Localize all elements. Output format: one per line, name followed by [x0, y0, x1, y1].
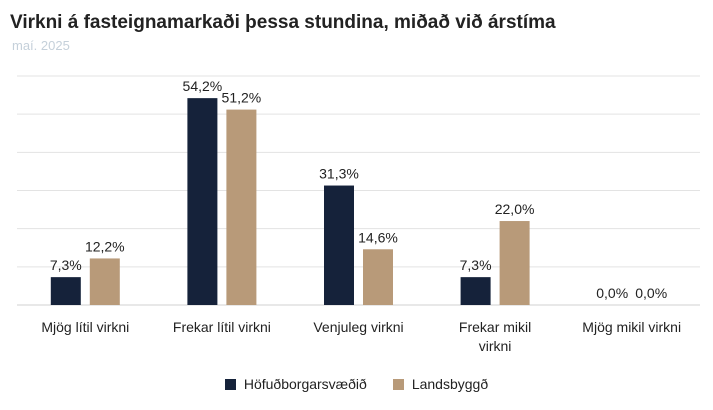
- category-label: Frekar lítil virkni: [173, 319, 271, 335]
- data-label: 0,0%: [635, 285, 667, 301]
- legend-swatch-series-1: [224, 378, 236, 390]
- legend-item-series-1: Höfuðborgarsvæðið: [224, 376, 367, 392]
- bar-series-1: [460, 277, 491, 305]
- data-label: 14,6%: [358, 229, 398, 245]
- legend-item-series-2: Landsbyggð: [392, 376, 489, 392]
- category-label: Frekar mikil: [459, 319, 531, 335]
- category-label: Mjög lítil virkni: [41, 319, 129, 335]
- legend-label-series-2: Landsbyggð: [411, 376, 489, 392]
- legend-label-series-1: Höfuðborgarsvæðið: [243, 376, 367, 392]
- category-label: Mjög mikil virkni: [582, 319, 681, 335]
- legend: Höfuðborgarsvæðið Landsbyggð: [0, 376, 713, 392]
- chart-title: Virkni á fasteignamarkaði þessa stundina…: [10, 12, 556, 33]
- bar-series-2: [89, 258, 120, 305]
- data-label: 7,3%: [460, 257, 492, 273]
- data-label: 7,3%: [50, 257, 82, 273]
- bar-series-1: [324, 185, 354, 305]
- data-label: 22,0%: [495, 201, 535, 217]
- data-label: 51,2%: [222, 90, 262, 106]
- bar-series-1: [187, 98, 218, 306]
- data-label: 31,3%: [319, 166, 359, 182]
- data-label: 0,0%: [596, 285, 628, 301]
- bar-series-2: [363, 249, 393, 305]
- chart-subtitle: maí. 2025: [12, 38, 70, 53]
- legend-swatch-series-2: [392, 378, 404, 390]
- data-label: 54,2%: [183, 78, 223, 94]
- bar-series-1: [50, 277, 81, 305]
- category-label: Venjuleg virkni: [313, 319, 403, 335]
- bar-series-2: [499, 221, 530, 305]
- bar-series-2: [226, 109, 257, 305]
- category-label: virkni: [479, 338, 512, 354]
- data-label: 12,2%: [85, 238, 125, 254]
